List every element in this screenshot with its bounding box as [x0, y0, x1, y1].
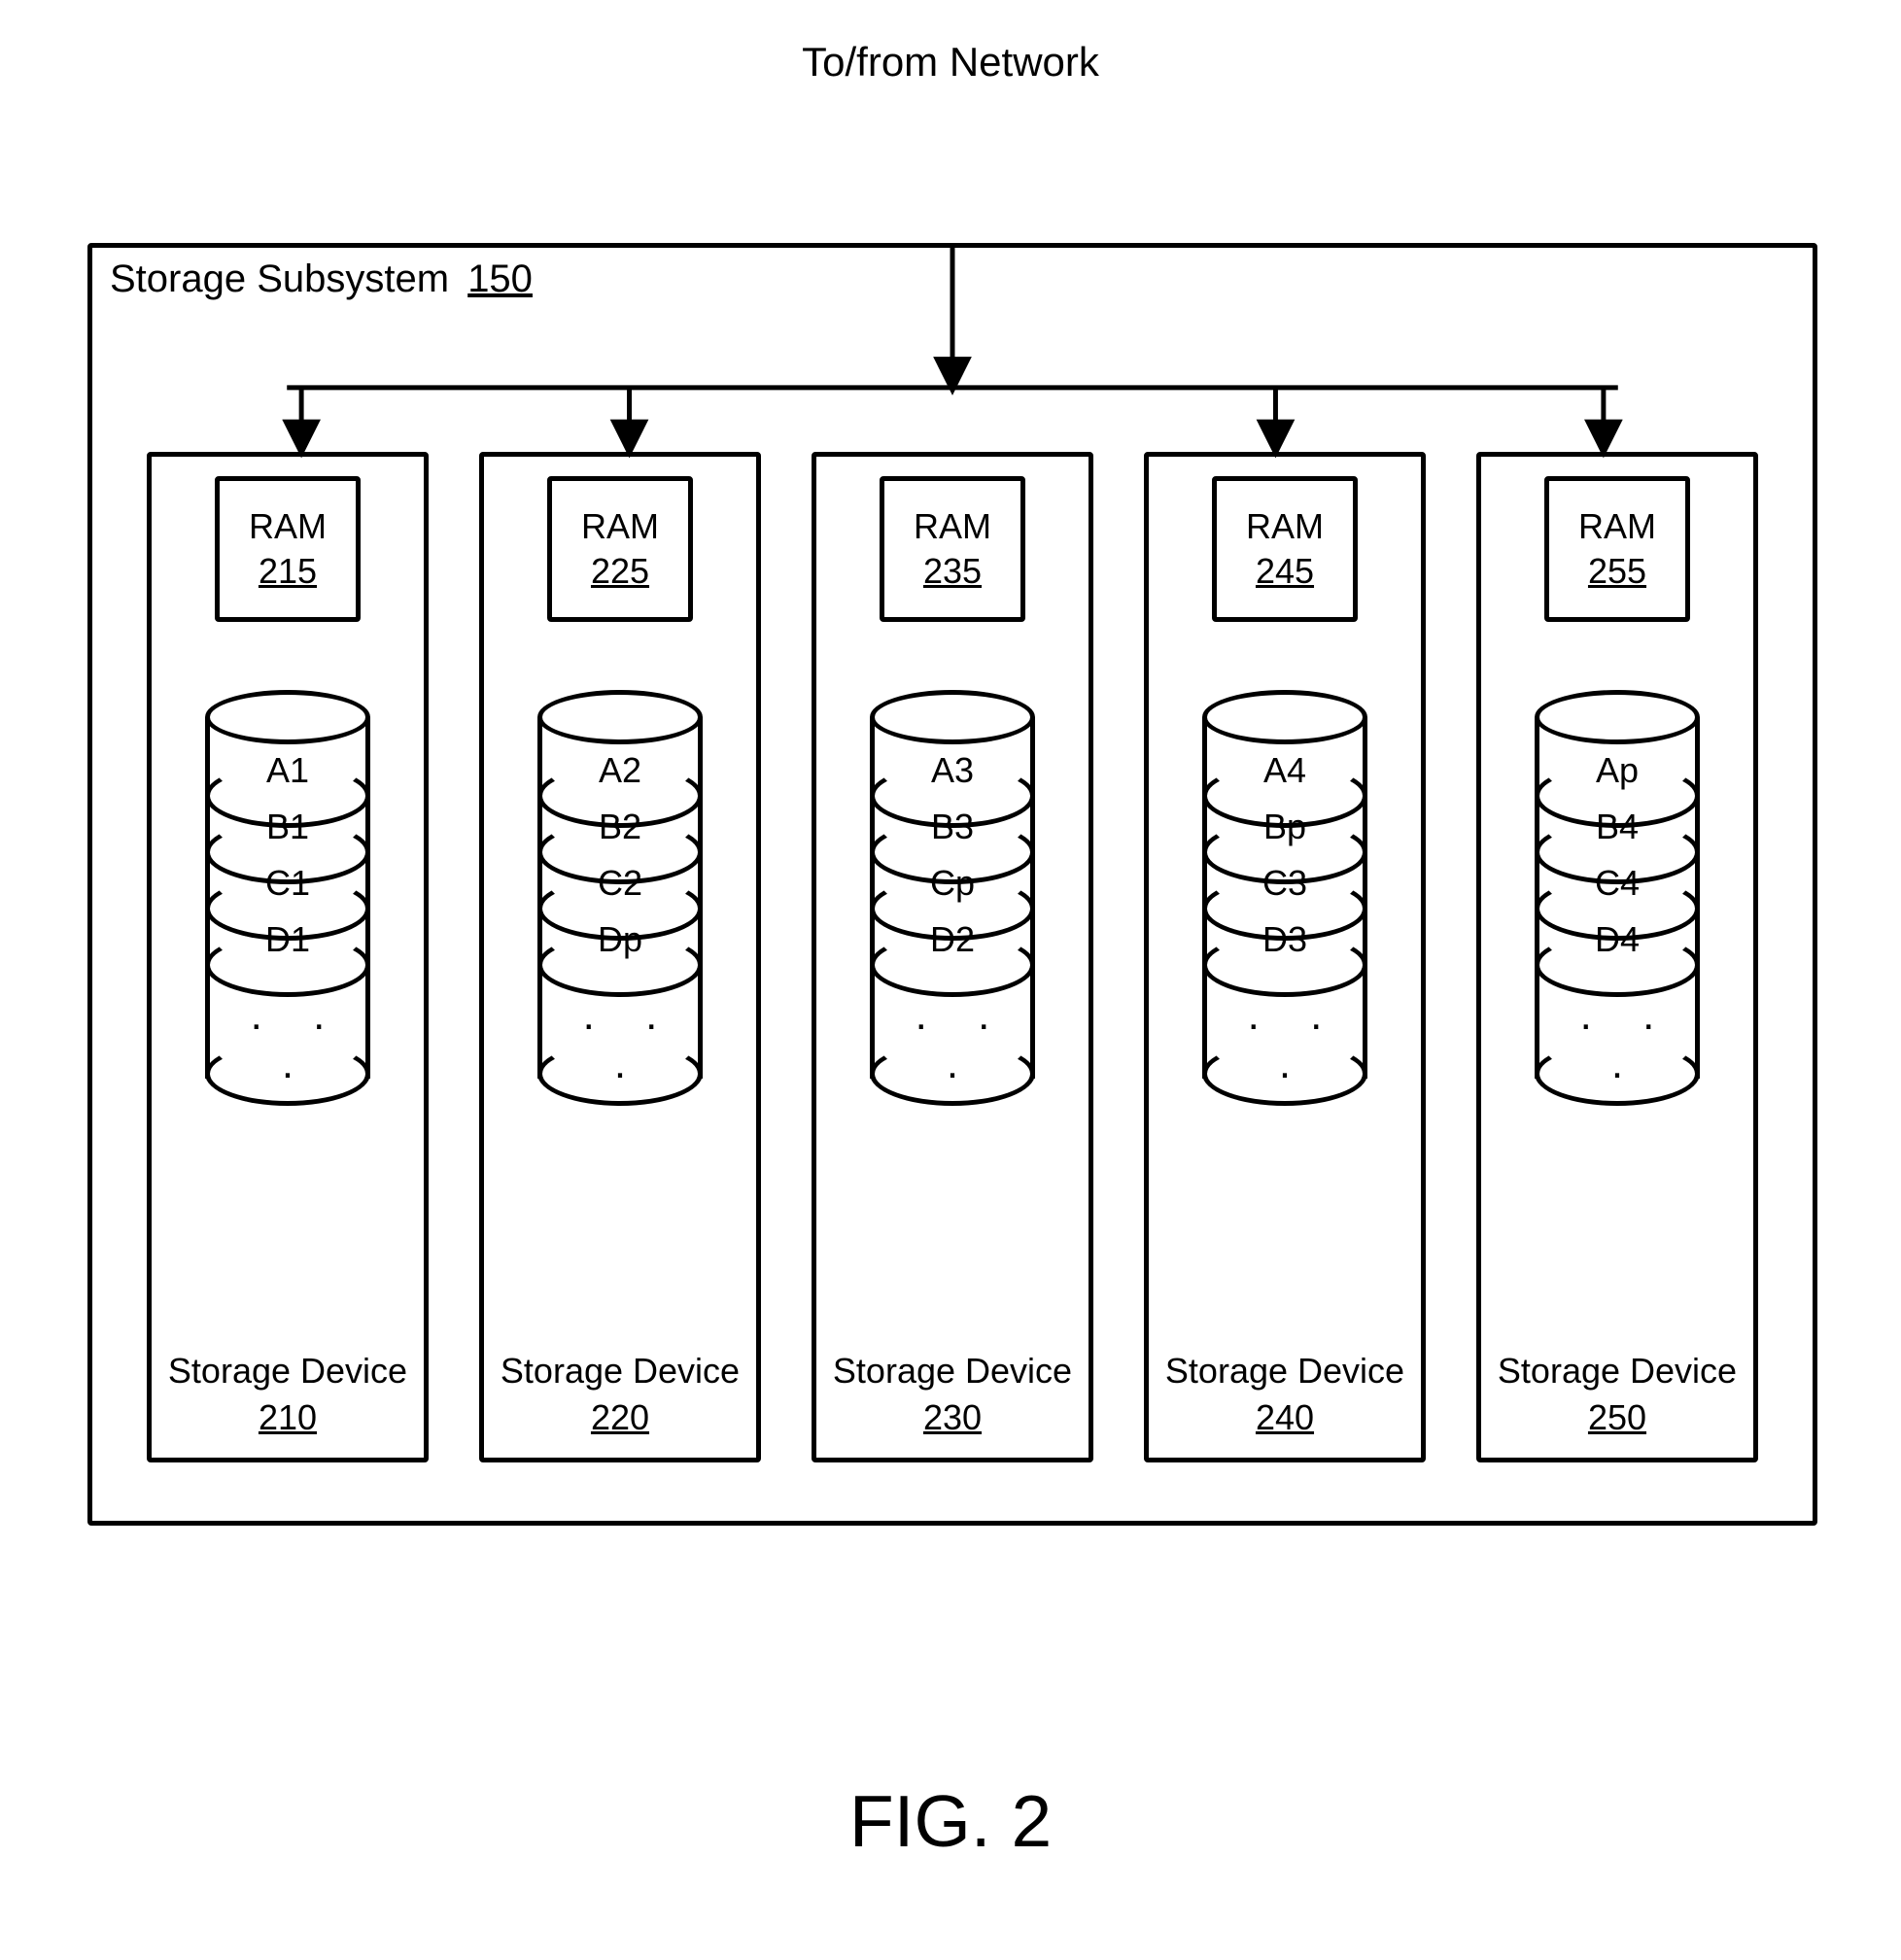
cylinder-top: [205, 690, 370, 744]
device-label-text: Storage Device: [501, 1351, 740, 1391]
disk-cylinder: A3B3CpD2. . .: [870, 690, 1035, 1079]
cylinder-top: [870, 690, 1035, 744]
disk-cylinder: A2B2C2Dp. . .: [537, 690, 703, 1079]
device-label-text: Storage Device: [1165, 1351, 1404, 1391]
ellipsis-label: . . .: [1539, 991, 1695, 1088]
ellipsis-label: . . .: [210, 991, 365, 1088]
ram-box: RAM215: [215, 476, 361, 622]
ram-box: RAM235: [880, 476, 1025, 622]
subsystem-text: Storage Subsystem: [110, 258, 449, 300]
ram-ref: 225: [591, 551, 649, 592]
figure-2: To/from Network Storage Subsystem 150 RA…: [39, 39, 1862, 1921]
storage-subsystem-box: Storage Subsystem 150 RAM215A1B1C1D1. . …: [87, 243, 1817, 1526]
ram-ref: 235: [923, 551, 982, 592]
slice-label: A2: [542, 750, 698, 791]
cylinder-top: [537, 690, 703, 744]
ram-label: RAM: [1578, 506, 1656, 547]
device-ref: 210: [152, 1397, 424, 1438]
device-ref: 250: [1481, 1397, 1753, 1438]
cylinder-top: [1202, 690, 1367, 744]
ram-box: RAM225: [547, 476, 693, 622]
ram-ref: 255: [1588, 551, 1646, 592]
slice-label: A3: [875, 750, 1030, 791]
cylinder-top: [1535, 690, 1700, 744]
device-label: Storage Device 240: [1149, 1351, 1421, 1438]
ram-label: RAM: [914, 506, 991, 547]
ellipsis-label: . . .: [542, 991, 698, 1088]
devices-row: RAM215A1B1C1D1. . .Storage Device210RAM2…: [92, 452, 1813, 1462]
network-label: To/from Network: [802, 39, 1099, 86]
storage-subsystem-label: Storage Subsystem 150: [110, 258, 533, 301]
device-label: Storage Device 230: [816, 1351, 1089, 1438]
storage-device: RAM215 A1B1C1D1. . . Storage Device 210: [147, 452, 429, 1462]
disk-cylinder: A4BpC3D3. . .: [1202, 690, 1367, 1079]
disk-cylinder: A1B1C1D1. . .: [205, 690, 370, 1079]
device-label-text: Storage Device: [833, 1351, 1072, 1391]
device-ref: 220: [484, 1397, 756, 1438]
figure-label: FIG. 2: [849, 1779, 1052, 1863]
ram-box: RAM255: [1544, 476, 1690, 622]
ram-ref: 215: [259, 551, 317, 592]
storage-device: RAM245 A4BpC3D3. . . Storage Device 240: [1144, 452, 1426, 1462]
device-label: Storage Device 250: [1481, 1351, 1753, 1438]
slice-label: A1: [210, 750, 365, 791]
device-label-text: Storage Device: [1498, 1351, 1737, 1391]
ellipsis-label: . . .: [1207, 991, 1363, 1088]
storage-device: RAM235 A3B3CpD2. . . Storage Device 230: [812, 452, 1093, 1462]
ram-label: RAM: [1246, 506, 1324, 547]
device-label: Storage Device 220: [484, 1351, 756, 1438]
slice-label: A4: [1207, 750, 1363, 791]
device-ref: 240: [1149, 1397, 1421, 1438]
storage-device: RAM225 A2B2C2Dp. . . Storage Device 220: [479, 452, 761, 1462]
ellipsis-label: . . .: [875, 991, 1030, 1088]
ram-ref: 245: [1256, 551, 1314, 592]
device-label: Storage Device 210: [152, 1351, 424, 1438]
ram-label: RAM: [581, 506, 659, 547]
ram-box: RAM245: [1212, 476, 1358, 622]
slice-label: Ap: [1539, 750, 1695, 791]
disk-cylinder: ApB4C4D4. . .: [1535, 690, 1700, 1079]
device-label-text: Storage Device: [168, 1351, 407, 1391]
storage-device: RAM255 ApB4C4D4. . . Storage Device 250: [1476, 452, 1758, 1462]
device-ref: 230: [816, 1397, 1089, 1438]
ram-label: RAM: [249, 506, 327, 547]
subsystem-ref: 150: [467, 258, 533, 300]
